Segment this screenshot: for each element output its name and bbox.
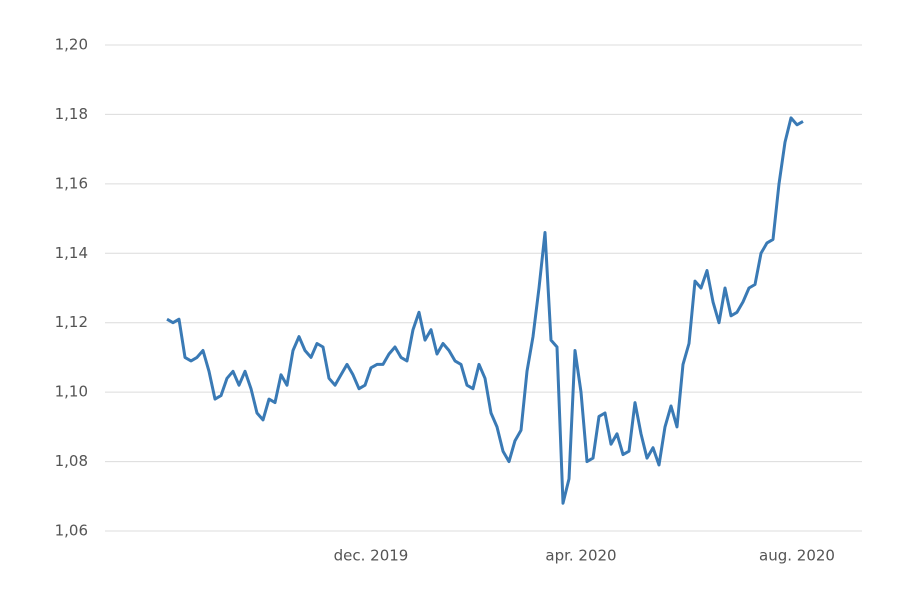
y-tick-label: 1,14	[55, 244, 88, 262]
y-tick-label: 1,20	[55, 36, 88, 54]
y-tick-label: 1,16	[55, 174, 88, 192]
line	[166, 116, 804, 505]
y-tick-label: 1,08	[55, 452, 88, 470]
x-tick-label: dec. 2019	[334, 547, 409, 565]
y-tick-label: 1,18	[55, 105, 88, 123]
x-tick-label: aug. 2020	[759, 547, 835, 565]
y-tick-label: 1,06	[55, 522, 88, 540]
y-tick-label: 1,10	[55, 383, 88, 401]
y-tick-label: 1,12	[55, 313, 88, 331]
x-tick-label: apr. 2020	[545, 547, 616, 565]
